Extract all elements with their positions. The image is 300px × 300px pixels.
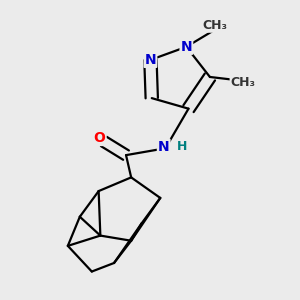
Text: CH₃: CH₃ bbox=[231, 76, 256, 88]
Text: N: N bbox=[158, 140, 170, 154]
Text: CH₃: CH₃ bbox=[202, 19, 227, 32]
Text: H: H bbox=[177, 140, 187, 153]
Text: N: N bbox=[181, 40, 192, 54]
Text: O: O bbox=[94, 131, 106, 145]
Text: N: N bbox=[145, 53, 156, 67]
